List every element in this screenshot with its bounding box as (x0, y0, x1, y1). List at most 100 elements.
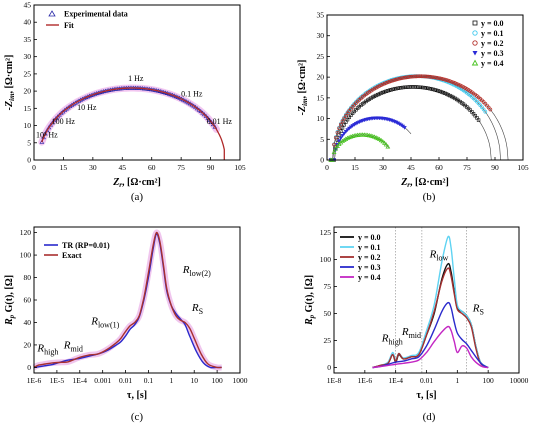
panel-a-freq-label: 10 Hz (77, 103, 97, 112)
panel-b-point (419, 74, 424, 79)
panel-a-exp-point (39, 139, 45, 144)
panel-b-ytick-label: 5 (320, 135, 324, 144)
panel-d-annotation: RS (472, 302, 484, 316)
panel-b-ylabel: -Zim, [Ω·cm²] (297, 60, 309, 116)
panel-b-point (443, 77, 447, 82)
panel-b-point (377, 136, 382, 142)
panel-c-xtick-label: 0.001 (94, 376, 111, 385)
panel-b-point (335, 143, 340, 148)
panel-c-ytick-label: 120 (20, 228, 32, 237)
panel-d-xtick-label: 1E-6 (358, 376, 373, 385)
panel-d-annotation: Rmid (401, 326, 421, 340)
panel-b-point (404, 75, 409, 80)
panel-d-ylabel: Rp G(t), [Ω] (304, 275, 316, 326)
panel-a-xtick-label: 0 (32, 163, 36, 172)
panel-a-ytick-label: 35 (24, 35, 32, 44)
panel-b-xtick-label: 90 (491, 163, 499, 172)
panel-b-point (417, 74, 422, 79)
panel-b-point (448, 79, 452, 84)
panel-b-legend-marker (471, 59, 479, 66)
panel-b-point (391, 78, 395, 83)
panel-c-ytick-label: 80 (24, 273, 32, 282)
panel-a-ytick-label: 10 (24, 121, 32, 130)
panel-b-point (394, 77, 399, 82)
panel-b-point (385, 144, 391, 149)
panel-d-xtick-label: 1 (455, 376, 459, 385)
panel-d-legend-label: y = 0.0 (358, 233, 381, 242)
panel-b-point (344, 113, 348, 118)
panel-d-legend-label: y = 0.4 (358, 273, 381, 282)
panel-a-legend-fit-label: Fit (64, 21, 74, 30)
panel-b-xtick-label: 0 (325, 163, 329, 172)
panel-a-freq-label: 100 Hz (52, 117, 76, 126)
panel-b-point (333, 146, 339, 151)
panel-b-legend-marker (472, 30, 478, 36)
panel-c-legend-label: Exact (62, 251, 82, 260)
panel-c-ytick-label: 20 (24, 340, 32, 349)
panel-b-point (348, 134, 354, 139)
panel-d-xtick-label: 1E-8 (327, 376, 342, 385)
panel-b-point (383, 142, 389, 147)
panel-c-xtick-label: 1000 (233, 376, 248, 385)
panel-c-ytick-label: 100 (20, 251, 32, 260)
panel-b-point (483, 109, 488, 114)
panel-a-ytick-label: 40 (24, 18, 32, 27)
panel-b-point (406, 75, 410, 79)
panel-a-ytick-label: 30 (24, 52, 32, 61)
panel-b-point (342, 116, 347, 121)
panel-b-point (449, 79, 454, 84)
panel-a-xtick-label: 75 (177, 163, 185, 172)
panel-b-point (380, 139, 386, 144)
panel-b-point (481, 107, 486, 112)
panel-c-ytick-label: 0 (27, 363, 31, 372)
panel-a-ytick-label: 25 (24, 69, 32, 78)
panel-c-annotation: Rlow(2) (182, 264, 211, 278)
panel-d: 1E-8 1E-6 1E-4 0.01 1 100 10000 0 25 50 75 100 125 Rp… (304, 226, 529, 423)
panel-b-point (387, 79, 392, 84)
panel-b-point (397, 76, 402, 81)
panel-a-legend-exp-marker (48, 10, 56, 17)
panel-b-point (402, 126, 407, 130)
panel-c-xtick-label: 1E-4 (72, 376, 87, 385)
panel-b-xtick-label: 30 (379, 163, 387, 172)
panel-b-legend-marker (472, 20, 478, 26)
panel-b-xtick-label: 60 (435, 163, 443, 172)
panel-a: 0 15 30 45 60 75 90 105 0 5 10 15 20 25 30 35 40 45 -Zim, … (4, 1, 246, 204)
panel-d-caption: (d) (423, 411, 436, 423)
panel-b-xtick-label: 45 (407, 163, 415, 172)
panel-b-point (401, 76, 405, 80)
panel-b-xtick-label: 105 (517, 163, 529, 172)
panel-b-point (335, 130, 340, 135)
panel-b-ytick-label: 35 (317, 11, 325, 20)
panel-b-legend-label: y = 0.0 (481, 19, 504, 28)
panel-d-ytick-label: 75 (324, 282, 332, 291)
panel-b-point (402, 75, 407, 80)
panel-a-legend-exp-label: Experimental data (64, 10, 128, 19)
panel-c-annotation: RS (191, 302, 203, 316)
panel-d-annotation: Rlow (429, 248, 449, 262)
panel-b-point (339, 129, 343, 133)
panel-d-xtick-label: 10000 (510, 376, 529, 385)
panel-c: 1E-6 1E-5 1E-4 0.001 0.01 0.1 1 10 100 1000 0 20 40 6… (4, 226, 248, 423)
panel-b-point (428, 74, 432, 79)
panel-b-point (439, 76, 444, 81)
panel-b-legend-marker (472, 40, 478, 46)
panel-b-point (411, 74, 415, 79)
panel-c-ytick-label: 40 (24, 318, 32, 327)
panel-a-ytick-label: 15 (24, 104, 32, 113)
panel-c-xtick-label: 0.1 (144, 376, 154, 385)
panel-d-legend-label: y = 0.2 (358, 253, 381, 262)
panel-b-point (396, 77, 400, 81)
panel-c-annotation: Rmid (63, 339, 83, 353)
panel-b-point (433, 75, 437, 80)
panel-b-ytick-label: 30 (317, 31, 325, 40)
panel-a-xtick-label: 90 (207, 163, 215, 172)
panel-b-ytick-label: 10 (317, 114, 325, 123)
panel-d-xlabel: τ, [s] (416, 390, 436, 401)
panel-b-legend-label: y = 0.2 (481, 39, 504, 48)
panel-b-point (336, 139, 342, 144)
panel-b-point (337, 126, 341, 131)
panel-a-xtick-label: 60 (148, 163, 156, 172)
panel-b-point (345, 128, 350, 133)
